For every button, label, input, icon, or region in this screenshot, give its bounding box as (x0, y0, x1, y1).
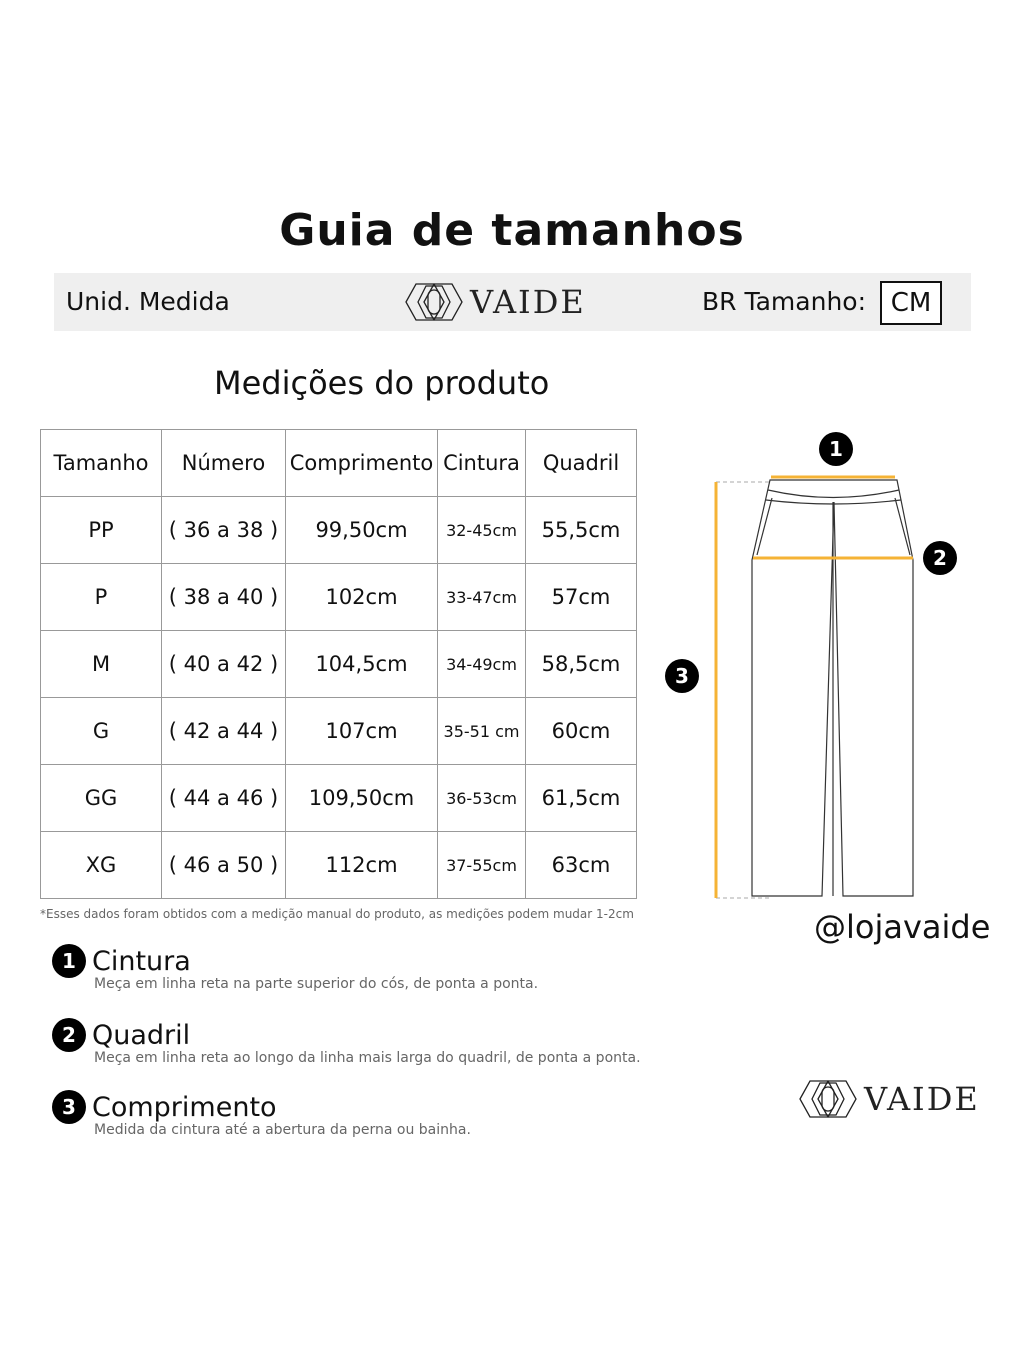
hexagon-logo-icon (405, 283, 463, 321)
table-cell: 55,5cm (525, 496, 637, 564)
measure-hip: 2 Quadril Meça em linha reta ao longo da … (52, 1018, 641, 1066)
measure-desc: Meça em linha reta ao longo da linha mai… (94, 1050, 641, 1066)
table-cell: 104,5cm (285, 630, 438, 698)
table-row: G( 42 a 44 ) 107cm 35-51 cm 60cm (40, 697, 637, 765)
measure-waist: 1 Cintura Meça em linha reta na parte sup… (52, 944, 538, 992)
table-cell: G (40, 697, 162, 765)
size-label: BR Tamanho: (702, 287, 867, 316)
badge-2: 2 (923, 541, 957, 575)
header-cell: Quadril (525, 429, 637, 497)
table-row: GG( 44 a 46 ) 109,50cm 36-53cm 61,5cm (40, 764, 637, 832)
size-table: Tamanho Número Comprimento Cintura Quadr… (40, 429, 637, 899)
header-cell: Cintura (437, 429, 526, 497)
header-bar: Unid. Medida VAIDE BR Tamanho: CM (54, 273, 971, 331)
table-cell: M (40, 630, 162, 698)
brand-logo: VAIDE (404, 280, 586, 324)
table-cell: GG (40, 764, 162, 832)
pants-outline-icon (751, 479, 914, 897)
badge-1: 1 (819, 432, 853, 466)
unit-value: CM (880, 281, 942, 325)
unit-label: Unid. Medida (66, 287, 230, 316)
badge-3: 3 (665, 659, 699, 693)
measure-length: 3 Comprimento Medida da cintura até a abe… (52, 1090, 471, 1138)
table-cell: P (40, 563, 162, 631)
table-cell: ( 42 a 44 ) (161, 697, 286, 765)
measure-title: Comprimento (92, 1091, 277, 1123)
table-cell: 107cm (285, 697, 438, 765)
table-cell: PP (40, 496, 162, 564)
table-cell: 36-53cm (437, 764, 526, 832)
social-handle: @lojavaide (814, 908, 991, 946)
section-subtitle: Medições do produto (214, 364, 550, 402)
table-cell: 112cm (285, 831, 438, 899)
table-cell: 63cm (525, 831, 637, 899)
table-cell: ( 44 a 46 ) (161, 764, 286, 832)
number-badge: 3 (52, 1090, 86, 1124)
disclaimer-note: *Esses dados foram obtidos com a medição… (40, 907, 634, 921)
page-title: Guia de tamanhos (279, 205, 745, 256)
number-badge: 1 (52, 944, 86, 978)
measure-title: Quadril (92, 1019, 191, 1051)
table-cell: 37-55cm (437, 831, 526, 899)
table-cell: 109,50cm (285, 764, 438, 832)
number-badge: 2 (52, 1018, 86, 1052)
measure-desc: Meça em linha reta na parte superior do … (94, 976, 539, 992)
brand-name: VAIDE (470, 283, 586, 321)
table-cell: 60cm (525, 697, 637, 765)
table-row: XG( 46 a 50 ) 112cm 37-55cm 63cm (40, 831, 637, 899)
measure-title: Cintura (92, 945, 191, 977)
table-cell: 32-45cm (437, 496, 526, 564)
hexagon-logo-icon (799, 1080, 857, 1118)
brand-name: VAIDE (864, 1080, 980, 1118)
table-cell: 99,50cm (285, 496, 438, 564)
table-row: M( 40 a 42 ) 104,5cm 34-49cm 58,5cm (40, 630, 637, 698)
footer-logo: VAIDE (798, 1077, 980, 1121)
table-cell: 34-49cm (437, 630, 526, 698)
table-cell: XG (40, 831, 162, 899)
measure-desc: Medida da cintura até a abertura da pern… (94, 1122, 471, 1138)
